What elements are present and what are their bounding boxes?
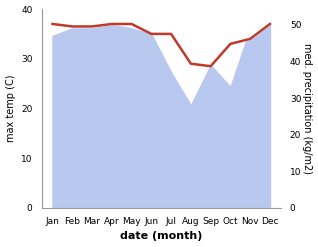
Y-axis label: max temp (C): max temp (C) (5, 75, 16, 142)
X-axis label: date (month): date (month) (120, 231, 203, 242)
Y-axis label: med. precipitation (kg/m2): med. precipitation (kg/m2) (302, 43, 313, 174)
